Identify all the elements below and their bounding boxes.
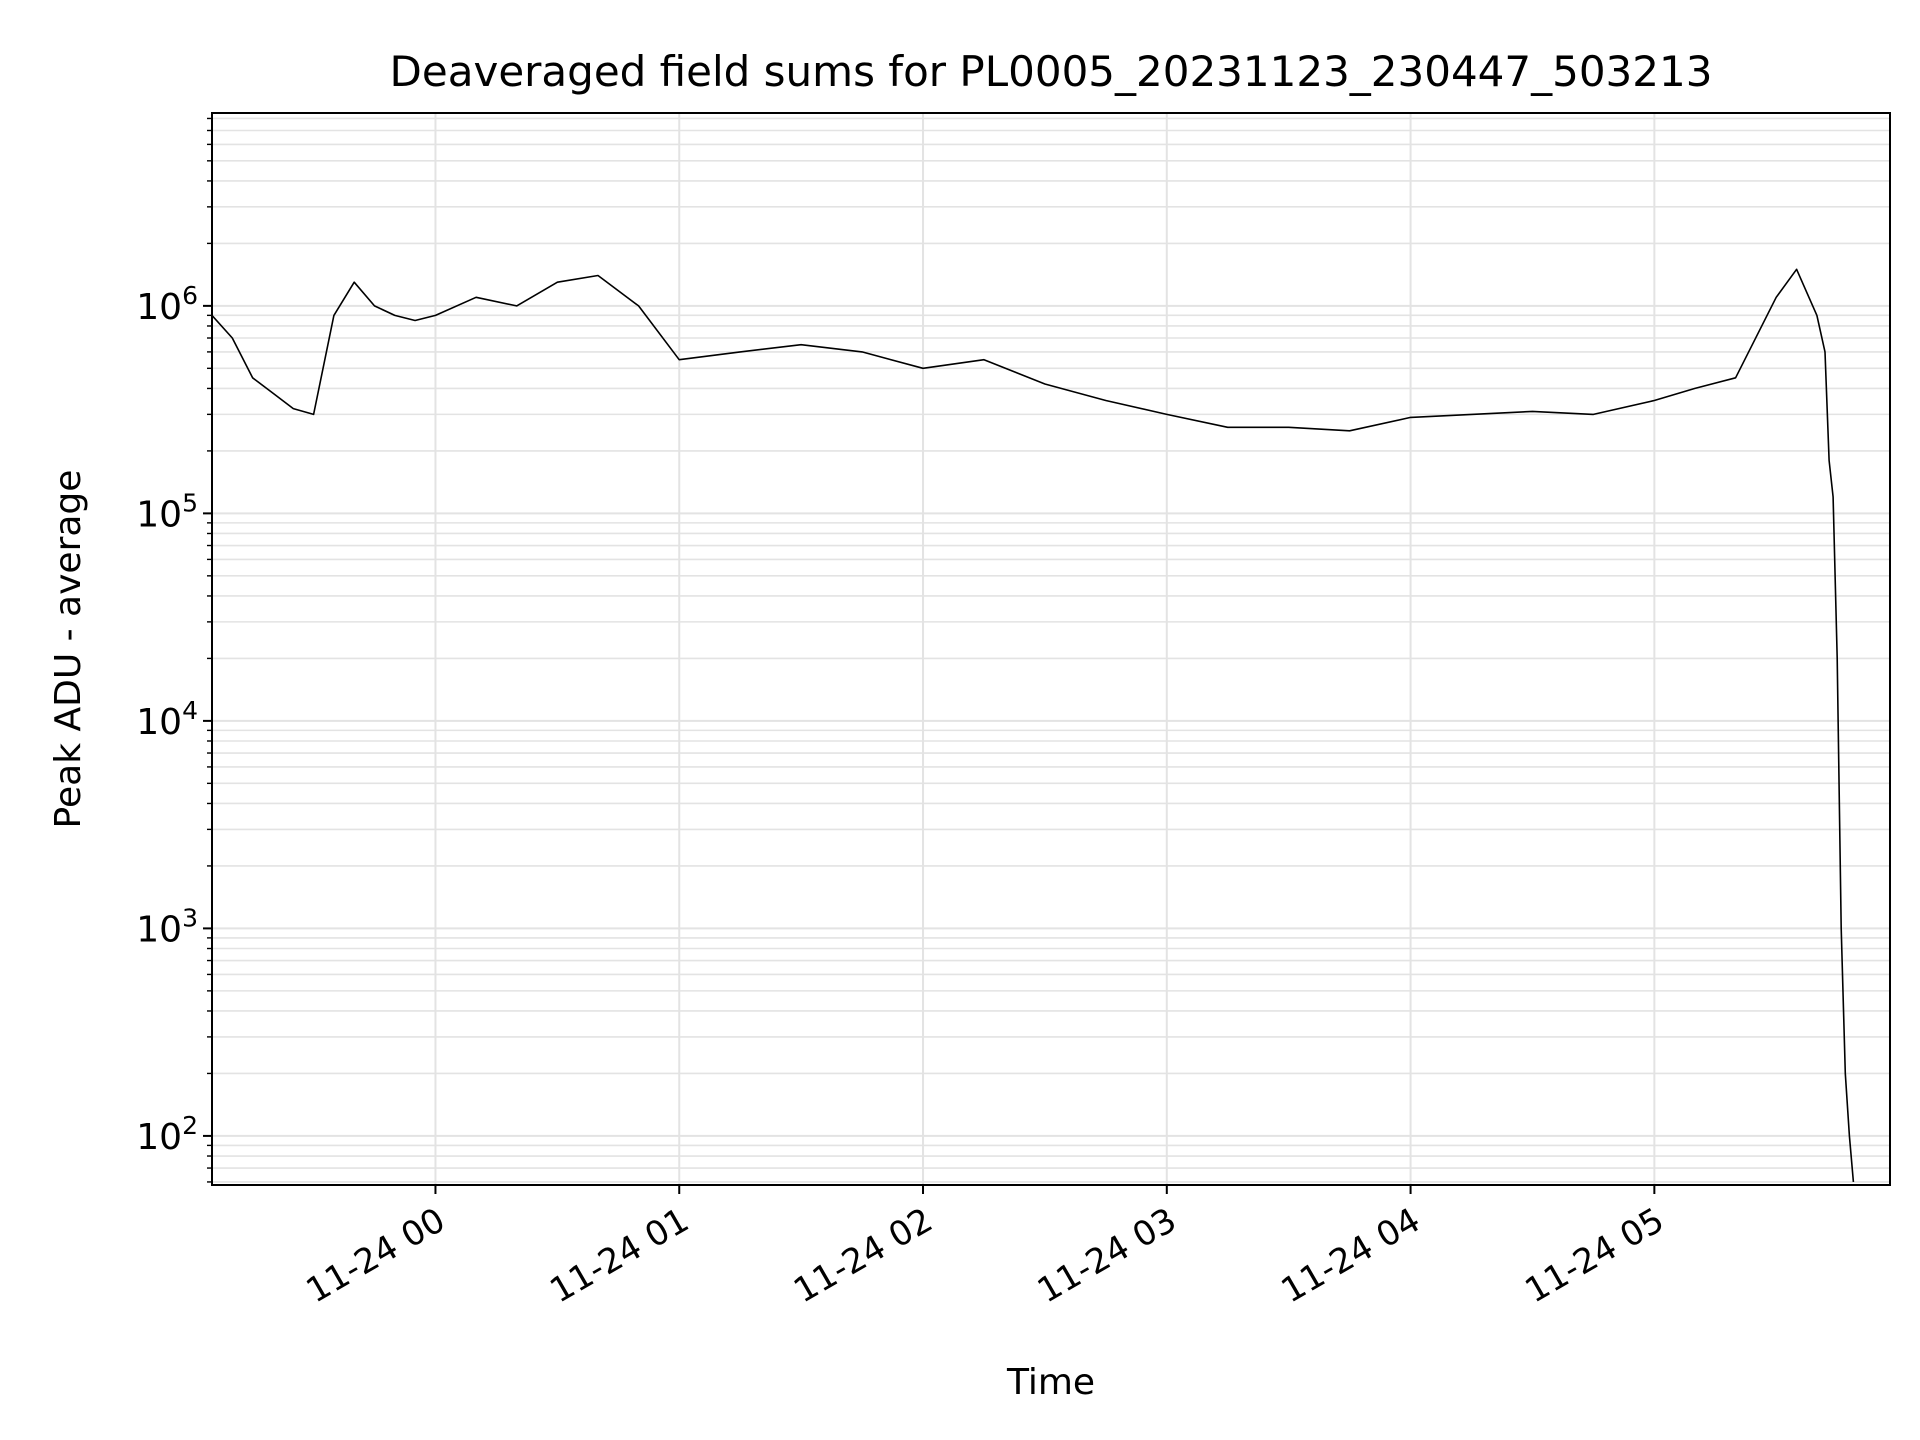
x-tick-label: 11-24 05 <box>1518 1200 1670 1311</box>
axis-ticks <box>203 117 1656 1194</box>
y-tick-labels: 102 103 104 105 106 <box>136 281 198 1158</box>
x-tick-label: 11-24 03 <box>1031 1200 1183 1311</box>
y-axis-label: Peak ADU - average <box>48 470 89 829</box>
x-tick-labels: 11-24 00 11-24 01 11-24 02 11-24 03 11-24 04… <box>300 1200 1671 1311</box>
x-tick-label: 11-24 04 <box>1275 1200 1427 1311</box>
y-tick-label: 104 <box>136 696 198 743</box>
x-tick-label: 11-24 00 <box>300 1200 452 1311</box>
x-axis-label: Time <box>1006 1362 1095 1403</box>
x-tick-label: 11-24 01 <box>543 1200 695 1311</box>
y-tick-label: 102 <box>136 1111 198 1158</box>
grid-lines <box>212 113 1890 1185</box>
chart-title: Deaveraged field sums for PL0005_2023112… <box>390 47 1713 96</box>
y-tick-label: 106 <box>136 281 198 328</box>
plot-area-frame <box>211 112 1891 1186</box>
series-line-0 <box>212 268 1855 1182</box>
y-tick-label: 103 <box>136 903 198 950</box>
series-layer <box>212 268 1855 1182</box>
x-tick-label: 11-24 02 <box>787 1200 939 1311</box>
y-tick-label: 105 <box>136 488 198 535</box>
